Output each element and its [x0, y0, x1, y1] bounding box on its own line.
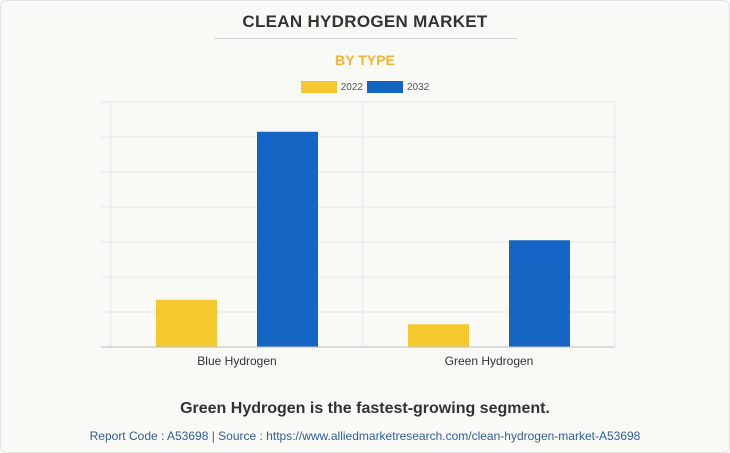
legend-swatch-2022 [300, 81, 337, 93]
report-source-text: Report Code : A53698 | Source : https://… [89, 429, 641, 443]
x-axis: Blue Hydrogen Green Hydrogen [101, 346, 615, 368]
legend-item-2022: 2022 [300, 81, 363, 93]
x-tick-label: Green Hydrogen [445, 354, 534, 368]
bar-green-hydrogen-2022 [408, 324, 469, 347]
bar-blue-hydrogen-2022 [156, 299, 217, 347]
grid-lines [101, 101, 616, 348]
x-tick-label: Blue Hydrogen [197, 354, 276, 368]
legend-label-2032: 2032 [407, 81, 430, 93]
title-divider [215, 38, 517, 39]
bar-green-hydrogen-2032 [509, 240, 570, 347]
bar-blue-hydrogen-2032 [257, 131, 318, 347]
legend-item-2032: 2032 [367, 81, 429, 93]
headline-text: Green Hydrogen is the fastest-growing se… [180, 400, 550, 417]
legend: 2022 2032 [1, 81, 729, 93]
legend-swatch-2032 [367, 81, 403, 93]
chart-title: CLEAN HYDROGEN MARKET [242, 12, 488, 31]
bars [156, 131, 570, 347]
chart-subtitle: BY TYPE [335, 52, 395, 68]
legend-label-2022: 2022 [340, 81, 363, 93]
